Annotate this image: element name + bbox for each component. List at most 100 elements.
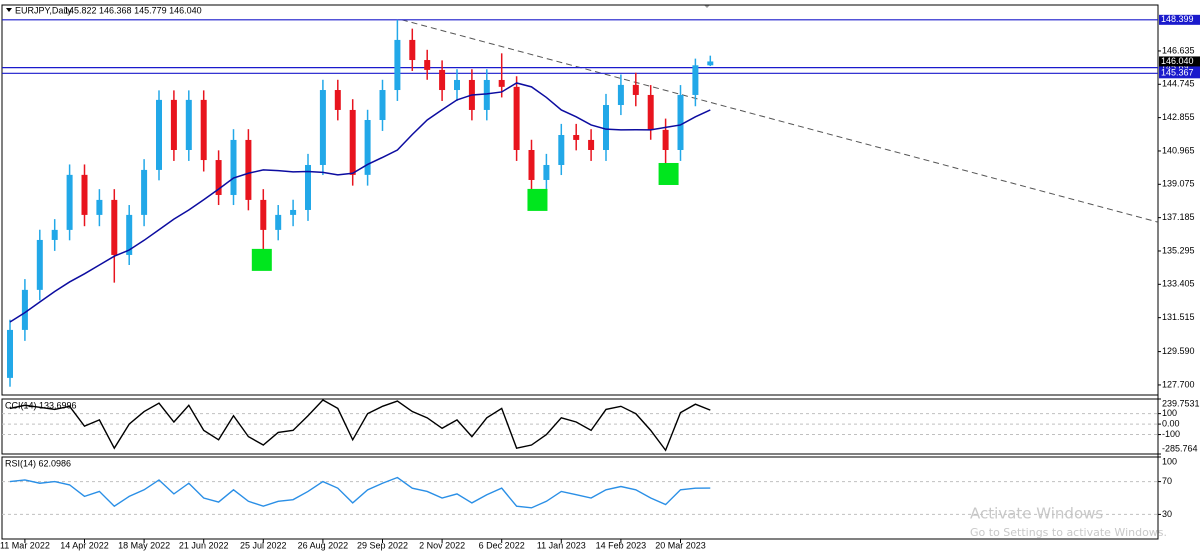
candle-body (483, 79, 490, 110)
y-tick-label: 133.405 (1162, 279, 1195, 289)
ohlc-label: 145.822 146.368 145.779 146.040 (64, 5, 202, 15)
price-tag-bg (1159, 62, 1200, 73)
candle-body (439, 69, 446, 91)
candle-body (528, 149, 535, 180)
y-tick-label: 142.855 (1162, 112, 1195, 122)
price-tag-bg (1159, 68, 1200, 79)
candle-body (334, 90, 341, 110)
highlight-marker (658, 162, 679, 185)
candle-body (573, 135, 580, 140)
y-tick-label: 144.745 (1162, 79, 1195, 89)
candle-body (617, 84, 624, 106)
candle-body (498, 79, 505, 87)
y-tick-label: 140.965 (1162, 145, 1195, 155)
candle-body (558, 135, 565, 165)
y-tick-label: 129.590 (1162, 346, 1195, 356)
candle-body (215, 160, 222, 195)
y-tick-label: 139.075 (1162, 179, 1195, 189)
last-price-tag: 146.040 (1161, 56, 1194, 66)
x-tick-label: 25 Jul 2022 (240, 540, 287, 550)
indicator-line (9, 399, 711, 452)
price-tag: 145.69 (1161, 62, 1189, 72)
candle-body (409, 39, 416, 61)
x-tick-label: 26 Aug 2022 (298, 540, 349, 550)
x-tick-label: 14 Feb 2023 (596, 540, 647, 550)
candle-body (603, 105, 609, 150)
candle-body (51, 229, 58, 240)
candle-body (230, 139, 237, 195)
menu-arrow[interactable] (6, 8, 12, 12)
candle-body (66, 174, 73, 230)
candle-body (305, 164, 311, 210)
y-tick-label: -285.764 (1162, 443, 1198, 453)
x-tick-label: 11 Mar 2022 (0, 540, 50, 550)
candle-body (543, 164, 550, 180)
y-tick-label: 70 (1162, 476, 1172, 486)
indicator-title: CCI(14) 133.6996 (5, 400, 77, 410)
candle-body (81, 174, 88, 215)
y-tick-label: 30 (1162, 509, 1172, 519)
watermark: Go to Settings to activate Windows. (970, 526, 1167, 539)
y-tick-label: 239.7531 (1162, 398, 1200, 408)
x-tick-label: 2 Nov 2022 (419, 540, 465, 550)
candle-body (394, 39, 401, 91)
price-tag: 148.399 (1161, 14, 1194, 24)
candle-body (454, 79, 460, 91)
candle-body (141, 169, 148, 215)
candle-body (588, 139, 595, 150)
candle-body (349, 109, 356, 175)
highlight-marker (251, 248, 272, 271)
trendline (401, 19, 1158, 223)
candle-body (36, 239, 43, 290)
x-tick-label: 21 Jun 2022 (179, 540, 229, 550)
x-tick-label: 14 Apr 2022 (60, 540, 109, 550)
price-tag: 145.367 (1161, 68, 1194, 78)
candle-body (156, 99, 162, 170)
candle-body (126, 214, 133, 255)
y-tick-label: -100 (1162, 429, 1180, 439)
x-tick-label: 18 May 2022 (118, 540, 170, 550)
y-tick-label: 135.295 (1162, 245, 1195, 255)
candle-body (111, 199, 118, 255)
candle-body (290, 209, 297, 215)
candle-body (424, 60, 431, 70)
candle-body (707, 61, 714, 66)
highlight-marker (527, 188, 548, 211)
candle-body (7, 329, 13, 378)
x-tick-label: 20 Mar 2023 (655, 540, 706, 550)
symbol-label: EURJPY,Daily (15, 5, 72, 15)
price-tag-bg (1159, 14, 1200, 25)
watermark: Activate Windows (970, 505, 1103, 523)
candle-body (662, 129, 669, 150)
x-tick-label: 6 Dec 2022 (479, 540, 525, 550)
candle-body (185, 99, 192, 150)
candle-body (677, 94, 684, 150)
candle-body (200, 99, 207, 161)
candle-body (319, 90, 326, 165)
candle-body (260, 199, 267, 230)
shift-marker (704, 5, 710, 8)
candle-body (96, 199, 103, 215)
y-tick-label: 127.700 (1162, 379, 1195, 389)
candle-body (632, 84, 639, 95)
candle-body (275, 214, 282, 230)
candle-body (513, 86, 520, 150)
indicator-line (9, 476, 711, 509)
x-tick-label: 29 Sep 2022 (357, 540, 408, 550)
indicator-title: RSI(14) 62.0986 (5, 458, 71, 468)
candle-body (692, 65, 699, 95)
candle-body (647, 94, 654, 130)
candle-body (170, 99, 177, 150)
y-tick-label: 0.00 (1162, 418, 1180, 428)
y-tick-label: 131.515 (1162, 312, 1195, 322)
y-tick-label: 100 (1162, 408, 1177, 418)
y-tick-label: 100 (1162, 456, 1177, 466)
y-tick-label: 146.635 (1162, 45, 1195, 55)
candle-body (379, 90, 386, 121)
candle-body (364, 120, 371, 175)
y-tick-label: 137.185 (1162, 212, 1195, 222)
candle-body (245, 139, 252, 200)
candle-body (21, 289, 28, 330)
